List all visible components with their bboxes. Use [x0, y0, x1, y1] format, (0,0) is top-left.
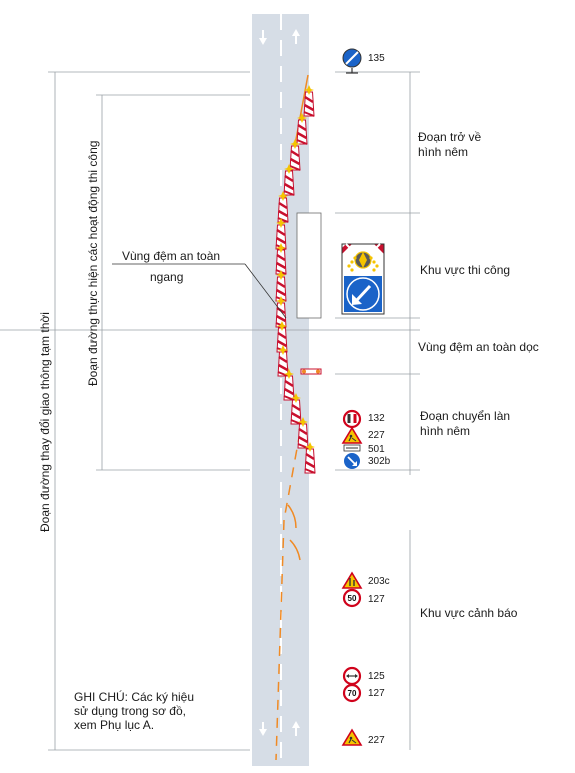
arrow-down-icon — [259, 30, 267, 45]
traffic-cone-icon — [302, 83, 316, 118]
auxiliary-sign-icon — [343, 444, 361, 452]
sign-code: 127 — [368, 594, 385, 605]
zone-label-transition-taper: Đoạn chuyển làn hình nêm — [420, 409, 511, 438]
traffic-cone-icon — [274, 241, 288, 276]
sign-code: 501 — [368, 444, 385, 455]
traffic-cone-icon — [282, 367, 296, 402]
legend-note: GHI CHÚ: Các ký hiệu sử dụng trong sơ đồ… — [74, 690, 195, 732]
speed-limit-sign-icon: 70 — [342, 683, 362, 703]
traffic-cone-icon — [276, 343, 290, 378]
vertical-label-outer: Đoạn đường thay đổi giao thông tạm thời — [38, 312, 52, 532]
warning-lamp-barrier — [300, 368, 322, 375]
arrow-up-icon — [292, 29, 300, 44]
zone-label-longitudinal-buffer: Vùng đệm an toàn dọc — [418, 340, 539, 354]
sign-code: 125 — [368, 671, 385, 682]
arrow-up-icon — [292, 721, 300, 736]
sign-code: 132 — [368, 413, 385, 424]
buffer-label-line2: ngang — [150, 270, 184, 284]
arrow-board-icon — [341, 243, 385, 315]
dimension-lines — [0, 71, 420, 751]
traffic-cone-icon — [289, 391, 303, 426]
work-area-zone — [296, 212, 322, 319]
buffer-label-line1: Vùng đệm an toàn — [122, 249, 221, 263]
zone-label-warning-area: Khu vực cảnh báo — [420, 606, 518, 620]
traffic-cone-icon — [303, 440, 317, 475]
road-narrows-sign-icon — [341, 571, 363, 589]
end-of-restriction-sign-icon — [342, 48, 362, 74]
zone-label-return-taper: Đoạn trở về hình nêm — [418, 130, 482, 159]
no-overtaking-sign-icon — [342, 409, 362, 429]
road-works-sign-icon — [341, 426, 363, 444]
speed-value: 50 — [348, 594, 357, 603]
traffic-cone-icon — [282, 162, 296, 197]
traffic-cone-icon — [288, 137, 302, 172]
sign-code: 203c — [368, 576, 390, 587]
speed-value: 70 — [348, 689, 357, 698]
sign-code: 227 — [368, 430, 385, 441]
sign-code: 127 — [368, 688, 385, 699]
zone-label-work-area: Khu vực thi công — [420, 263, 511, 277]
sign-code: 302b — [368, 456, 391, 467]
buffer-label-leader — [244, 263, 287, 319]
traffic-cone-icon — [276, 189, 290, 224]
traffic-cone-icon — [296, 415, 310, 450]
arrow-down-icon — [259, 722, 267, 736]
keep-right-sign-icon — [344, 453, 360, 469]
sign-code: 135 — [368, 53, 385, 64]
vertical-label-inner: Đoạn đường thực hiện các hoạt động thi c… — [86, 140, 100, 386]
road-works-sign-icon — [341, 728, 363, 746]
traffic-cone-icon — [295, 111, 309, 146]
width-limit-sign-icon — [342, 666, 362, 686]
sign-code: 227 — [368, 735, 385, 746]
speed-limit-sign-icon: 50 — [342, 588, 362, 608]
